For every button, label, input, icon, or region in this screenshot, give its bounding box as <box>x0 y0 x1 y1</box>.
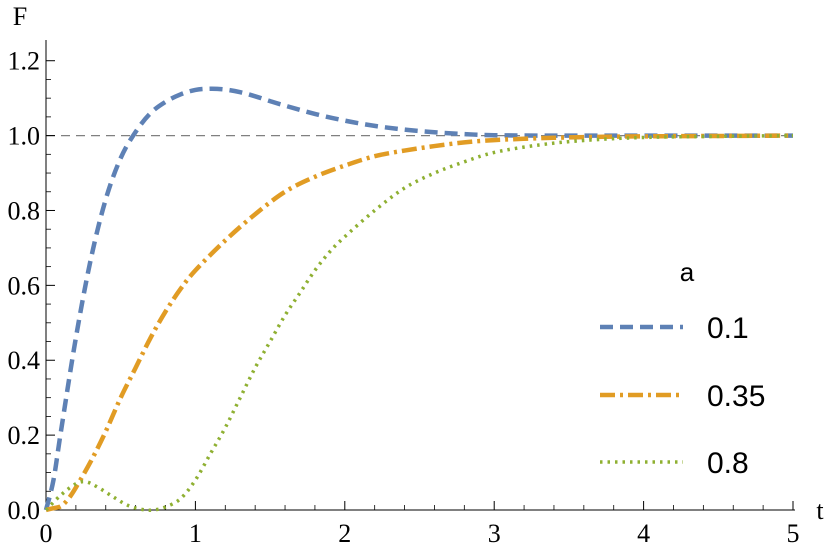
y-tick-label: 0.8 <box>8 196 41 225</box>
legend-title: a <box>680 257 695 287</box>
series-line-a-0_8 <box>44 133 794 513</box>
x-axis-title: t <box>816 496 824 525</box>
series-lines <box>43 86 794 513</box>
y-tick-label: 0.0 <box>8 496 41 525</box>
y-tick-label: 0.2 <box>8 421 41 450</box>
legend-label-0_8: 0.8 <box>707 447 749 480</box>
x-tick-label: 3 <box>488 519 501 546</box>
series-line-a-0_35 <box>45 133 794 513</box>
y-tick-label: 0.6 <box>8 271 41 300</box>
x-tick-label: 2 <box>338 519 351 546</box>
y-tick-label: 0.4 <box>8 346 41 375</box>
legend: a 0.1 0.35 0.8 <box>600 257 765 480</box>
legend-label-0_35: 0.35 <box>707 380 765 413</box>
x-tick-label: 4 <box>637 519 650 546</box>
x-tick-label: 0 <box>40 519 53 546</box>
y-axis-title: F <box>13 2 27 31</box>
y-tick-label: 1.2 <box>8 47 41 76</box>
series-line-a-0_1 <box>43 86 793 511</box>
legend-label-0_1: 0.1 <box>707 312 749 345</box>
x-tick-label: 5 <box>787 519 800 546</box>
axes: 0 1 2 3 4 5 0.0 0.2 0.4 0.6 0.8 1.0 1.2 Ft <box>8 2 825 546</box>
x-tick-label: 1 <box>189 519 202 546</box>
y-tick-label: 1.0 <box>8 122 41 151</box>
